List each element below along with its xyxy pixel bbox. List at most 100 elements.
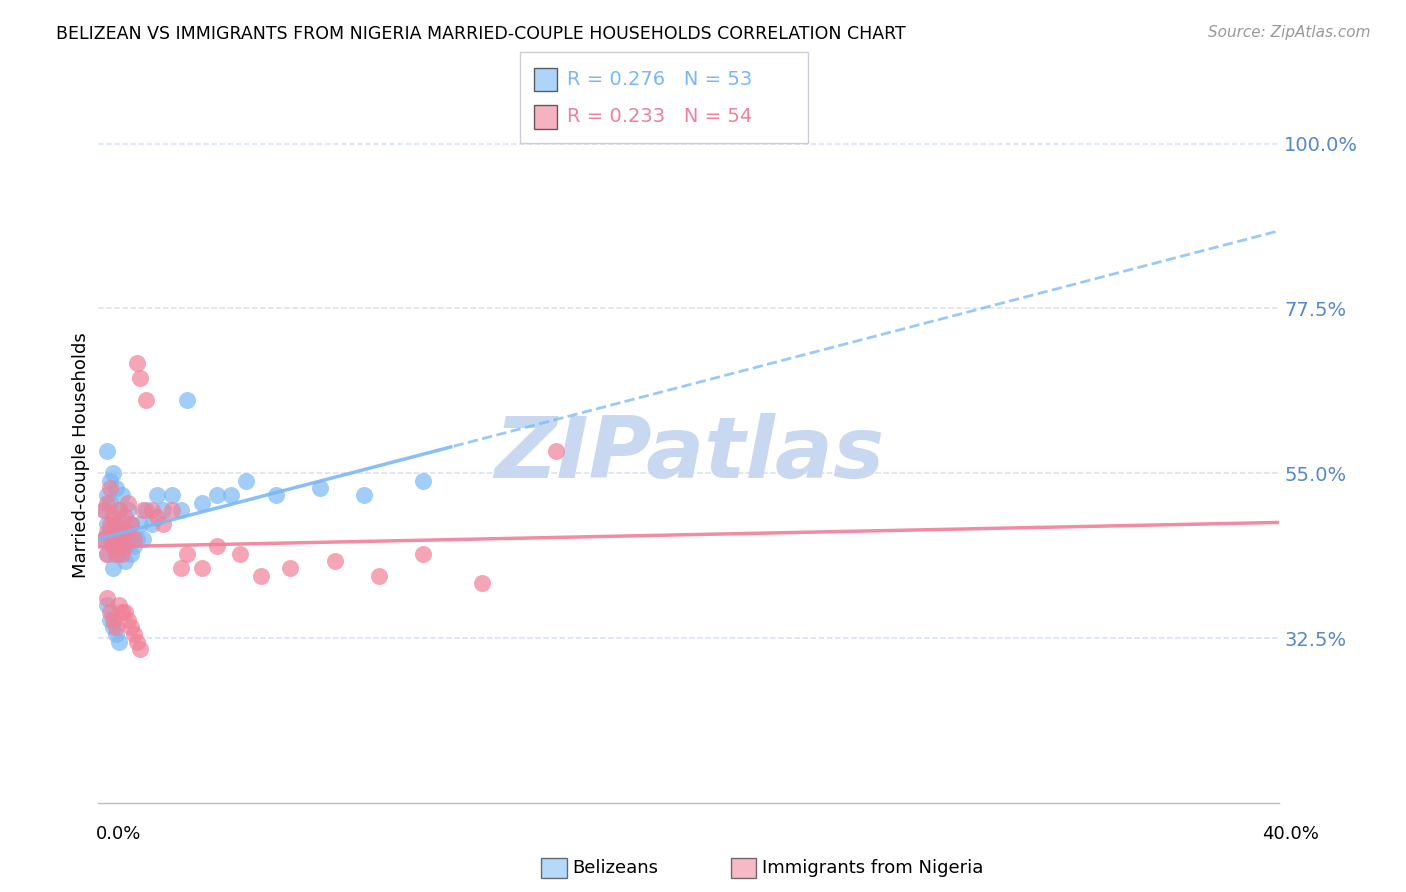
Point: [250, 568, 273, 582]
Point: [96, 488, 118, 502]
Point: [125, 356, 148, 370]
Point: [368, 568, 391, 582]
Point: [98, 517, 121, 532]
Point: [125, 634, 148, 648]
Point: [105, 517, 128, 532]
Point: [120, 517, 142, 532]
Text: 0.0%: 0.0%: [96, 825, 141, 843]
Point: [96, 444, 118, 458]
Point: [108, 532, 131, 546]
Text: ZIPatlas: ZIPatlas: [494, 413, 884, 497]
Point: [96, 524, 118, 539]
Point: [111, 540, 134, 554]
Point: [98, 481, 121, 495]
Point: [103, 510, 125, 524]
Point: [122, 532, 145, 546]
Point: [111, 524, 134, 539]
Point: [105, 524, 128, 539]
Point: [114, 606, 136, 620]
Point: [412, 474, 434, 488]
Point: [191, 561, 214, 575]
Point: [146, 488, 169, 502]
Point: [96, 547, 118, 561]
Point: [111, 517, 134, 532]
Point: [98, 606, 121, 620]
Point: [105, 620, 128, 634]
Point: [191, 495, 214, 509]
Point: [98, 532, 121, 546]
Point: [122, 627, 145, 641]
Point: [103, 613, 125, 627]
Point: [93, 532, 115, 546]
Point: [103, 540, 125, 554]
Point: [264, 488, 287, 502]
Point: [114, 524, 136, 539]
Point: [96, 495, 118, 509]
Point: [117, 524, 139, 539]
Text: R = 0.276   N = 53: R = 0.276 N = 53: [567, 70, 752, 88]
Point: [105, 547, 128, 561]
Point: [98, 474, 121, 488]
Point: [108, 532, 131, 546]
Text: Immigrants from Nigeria: Immigrants from Nigeria: [762, 859, 983, 877]
Point: [114, 554, 136, 568]
Point: [162, 488, 183, 502]
Point: [103, 540, 125, 554]
Point: [96, 598, 118, 612]
Point: [93, 503, 115, 517]
Point: [93, 532, 115, 546]
Point: [128, 371, 150, 385]
Point: [162, 503, 183, 517]
Point: [108, 547, 131, 561]
Point: [132, 503, 155, 517]
Point: [111, 606, 134, 620]
Point: [120, 620, 142, 634]
Point: [309, 481, 332, 495]
Point: [96, 547, 118, 561]
Point: [353, 488, 375, 502]
Point: [135, 503, 157, 517]
Text: R = 0.233   N = 54: R = 0.233 N = 54: [567, 107, 752, 127]
Point: [128, 517, 150, 532]
Point: [128, 642, 150, 657]
Text: Source: ZipAtlas.com: Source: ZipAtlas.com: [1208, 25, 1371, 40]
Point: [176, 392, 198, 407]
Point: [108, 503, 131, 517]
Text: Belizeans: Belizeans: [572, 859, 658, 877]
Point: [117, 532, 139, 546]
Point: [114, 510, 136, 524]
Point: [108, 503, 131, 517]
Point: [117, 495, 139, 509]
Point: [170, 561, 193, 575]
Point: [103, 561, 125, 575]
Point: [105, 481, 128, 495]
Point: [111, 547, 134, 561]
Point: [323, 554, 346, 568]
Point: [98, 524, 121, 539]
Point: [103, 517, 125, 532]
Point: [93, 503, 115, 517]
Point: [96, 517, 118, 532]
Point: [135, 392, 157, 407]
Point: [205, 540, 228, 554]
Point: [105, 627, 128, 641]
Point: [152, 503, 174, 517]
Point: [229, 547, 252, 561]
Point: [111, 488, 134, 502]
Point: [114, 540, 136, 554]
Point: [122, 540, 145, 554]
Point: [103, 620, 125, 634]
Point: [132, 532, 155, 546]
Point: [117, 613, 139, 627]
Point: [103, 467, 125, 481]
Point: [546, 444, 568, 458]
Text: 40.0%: 40.0%: [1263, 825, 1319, 843]
Point: [219, 488, 242, 502]
Point: [103, 532, 125, 546]
Point: [117, 503, 139, 517]
Point: [170, 503, 193, 517]
Point: [141, 517, 163, 532]
Point: [125, 532, 148, 546]
Point: [98, 613, 121, 627]
Point: [205, 488, 228, 502]
